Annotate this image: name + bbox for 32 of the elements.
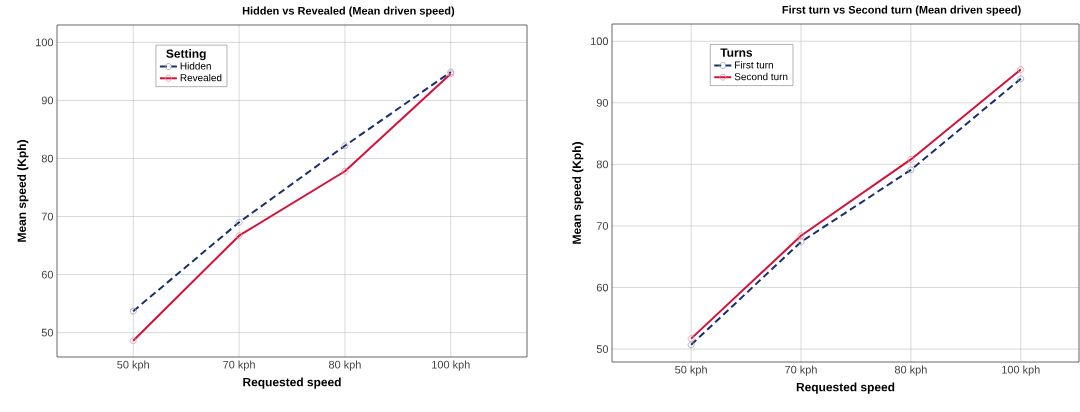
y-tick-label: 80 bbox=[41, 154, 54, 163]
y-tick-label: 90 bbox=[596, 98, 609, 107]
y-axis-title: Mean speed (Kph) bbox=[572, 142, 584, 244]
chart-title: First turn vs Second turn (Mean driven speed) bbox=[782, 5, 1021, 16]
x-axis-title: Requested speed bbox=[796, 382, 895, 394]
x-tick-label: 50 kph bbox=[117, 360, 149, 371]
chart-title: Hidden vs Revealed (Mean driven speed) bbox=[242, 6, 455, 17]
y-axis-title: Mean speed (Kph) bbox=[17, 140, 29, 242]
y-tick-label: 70 bbox=[41, 212, 54, 221]
y-tick-label: 100 bbox=[591, 37, 609, 46]
x-tick-label: 70 kph bbox=[223, 360, 255, 371]
legend-label: First turn bbox=[735, 61, 773, 69]
x-tick-label: 80 kph bbox=[894, 365, 927, 376]
y-tick-label: 60 bbox=[596, 283, 609, 292]
y-tick-label: 70 bbox=[596, 222, 609, 230]
y-tick-label: 90 bbox=[41, 96, 54, 105]
legend-label: Second turn bbox=[734, 72, 788, 81]
x-axis-title: Requested speed bbox=[243, 377, 341, 389]
legend-label: Hidden bbox=[180, 62, 211, 70]
y-tick-label: 50 bbox=[41, 328, 54, 337]
y-tick-label: 50 bbox=[596, 345, 609, 353]
x-tick-label: 50 kph bbox=[675, 365, 707, 376]
legend-title: Setting bbox=[166, 49, 206, 61]
legend-title: Turns bbox=[720, 48, 753, 57]
y-tick-label: 60 bbox=[41, 270, 54, 279]
y-tick-label: 100 bbox=[36, 38, 54, 47]
x-tick-label: 100 kph bbox=[432, 360, 470, 371]
x-tick-label: 100 kph bbox=[1002, 365, 1040, 376]
x-tick-label: 70 kph bbox=[785, 365, 817, 376]
legend-label: Revealed bbox=[180, 73, 222, 82]
x-tick-label: 80 kph bbox=[328, 360, 361, 371]
y-tick-label: 80 bbox=[596, 160, 609, 169]
